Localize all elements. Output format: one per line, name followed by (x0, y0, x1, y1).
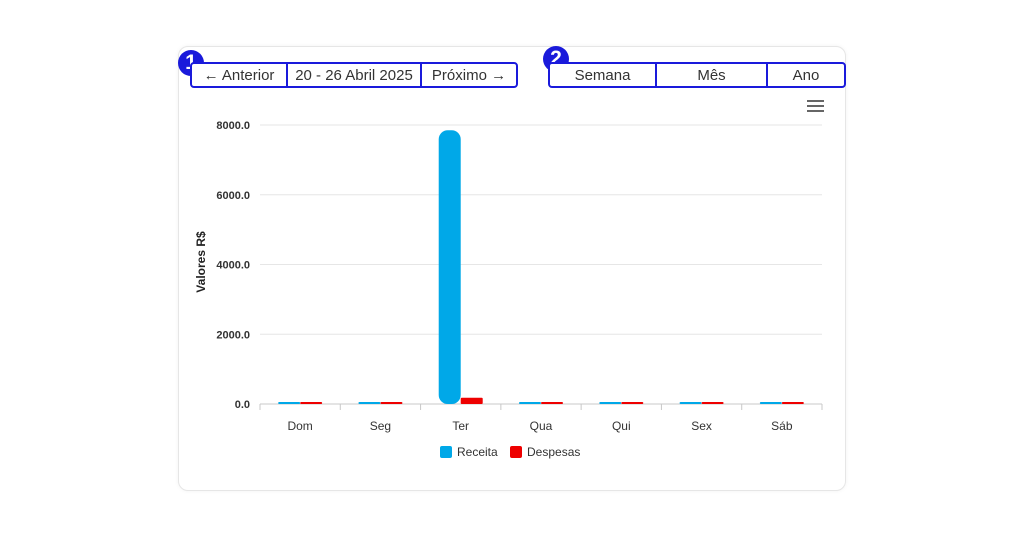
chart-card (178, 46, 846, 491)
month-button[interactable]: Mês (655, 64, 766, 86)
week-button[interactable]: Semana (574, 66, 631, 84)
period-selector: Semana Mês Ano (548, 62, 846, 88)
date-navigation: ← Anterior 20 - 26 Abril 2025 Próximo → (190, 62, 518, 88)
year-button[interactable]: Ano (766, 64, 844, 86)
previous-week-button[interactable]: ← Anterior (203, 66, 275, 84)
date-range-label: 20 - 26 Abril 2025 (286, 64, 420, 86)
next-week-button[interactable]: Próximo → (420, 64, 516, 86)
hamburger-menu-icon[interactable] (807, 100, 824, 112)
